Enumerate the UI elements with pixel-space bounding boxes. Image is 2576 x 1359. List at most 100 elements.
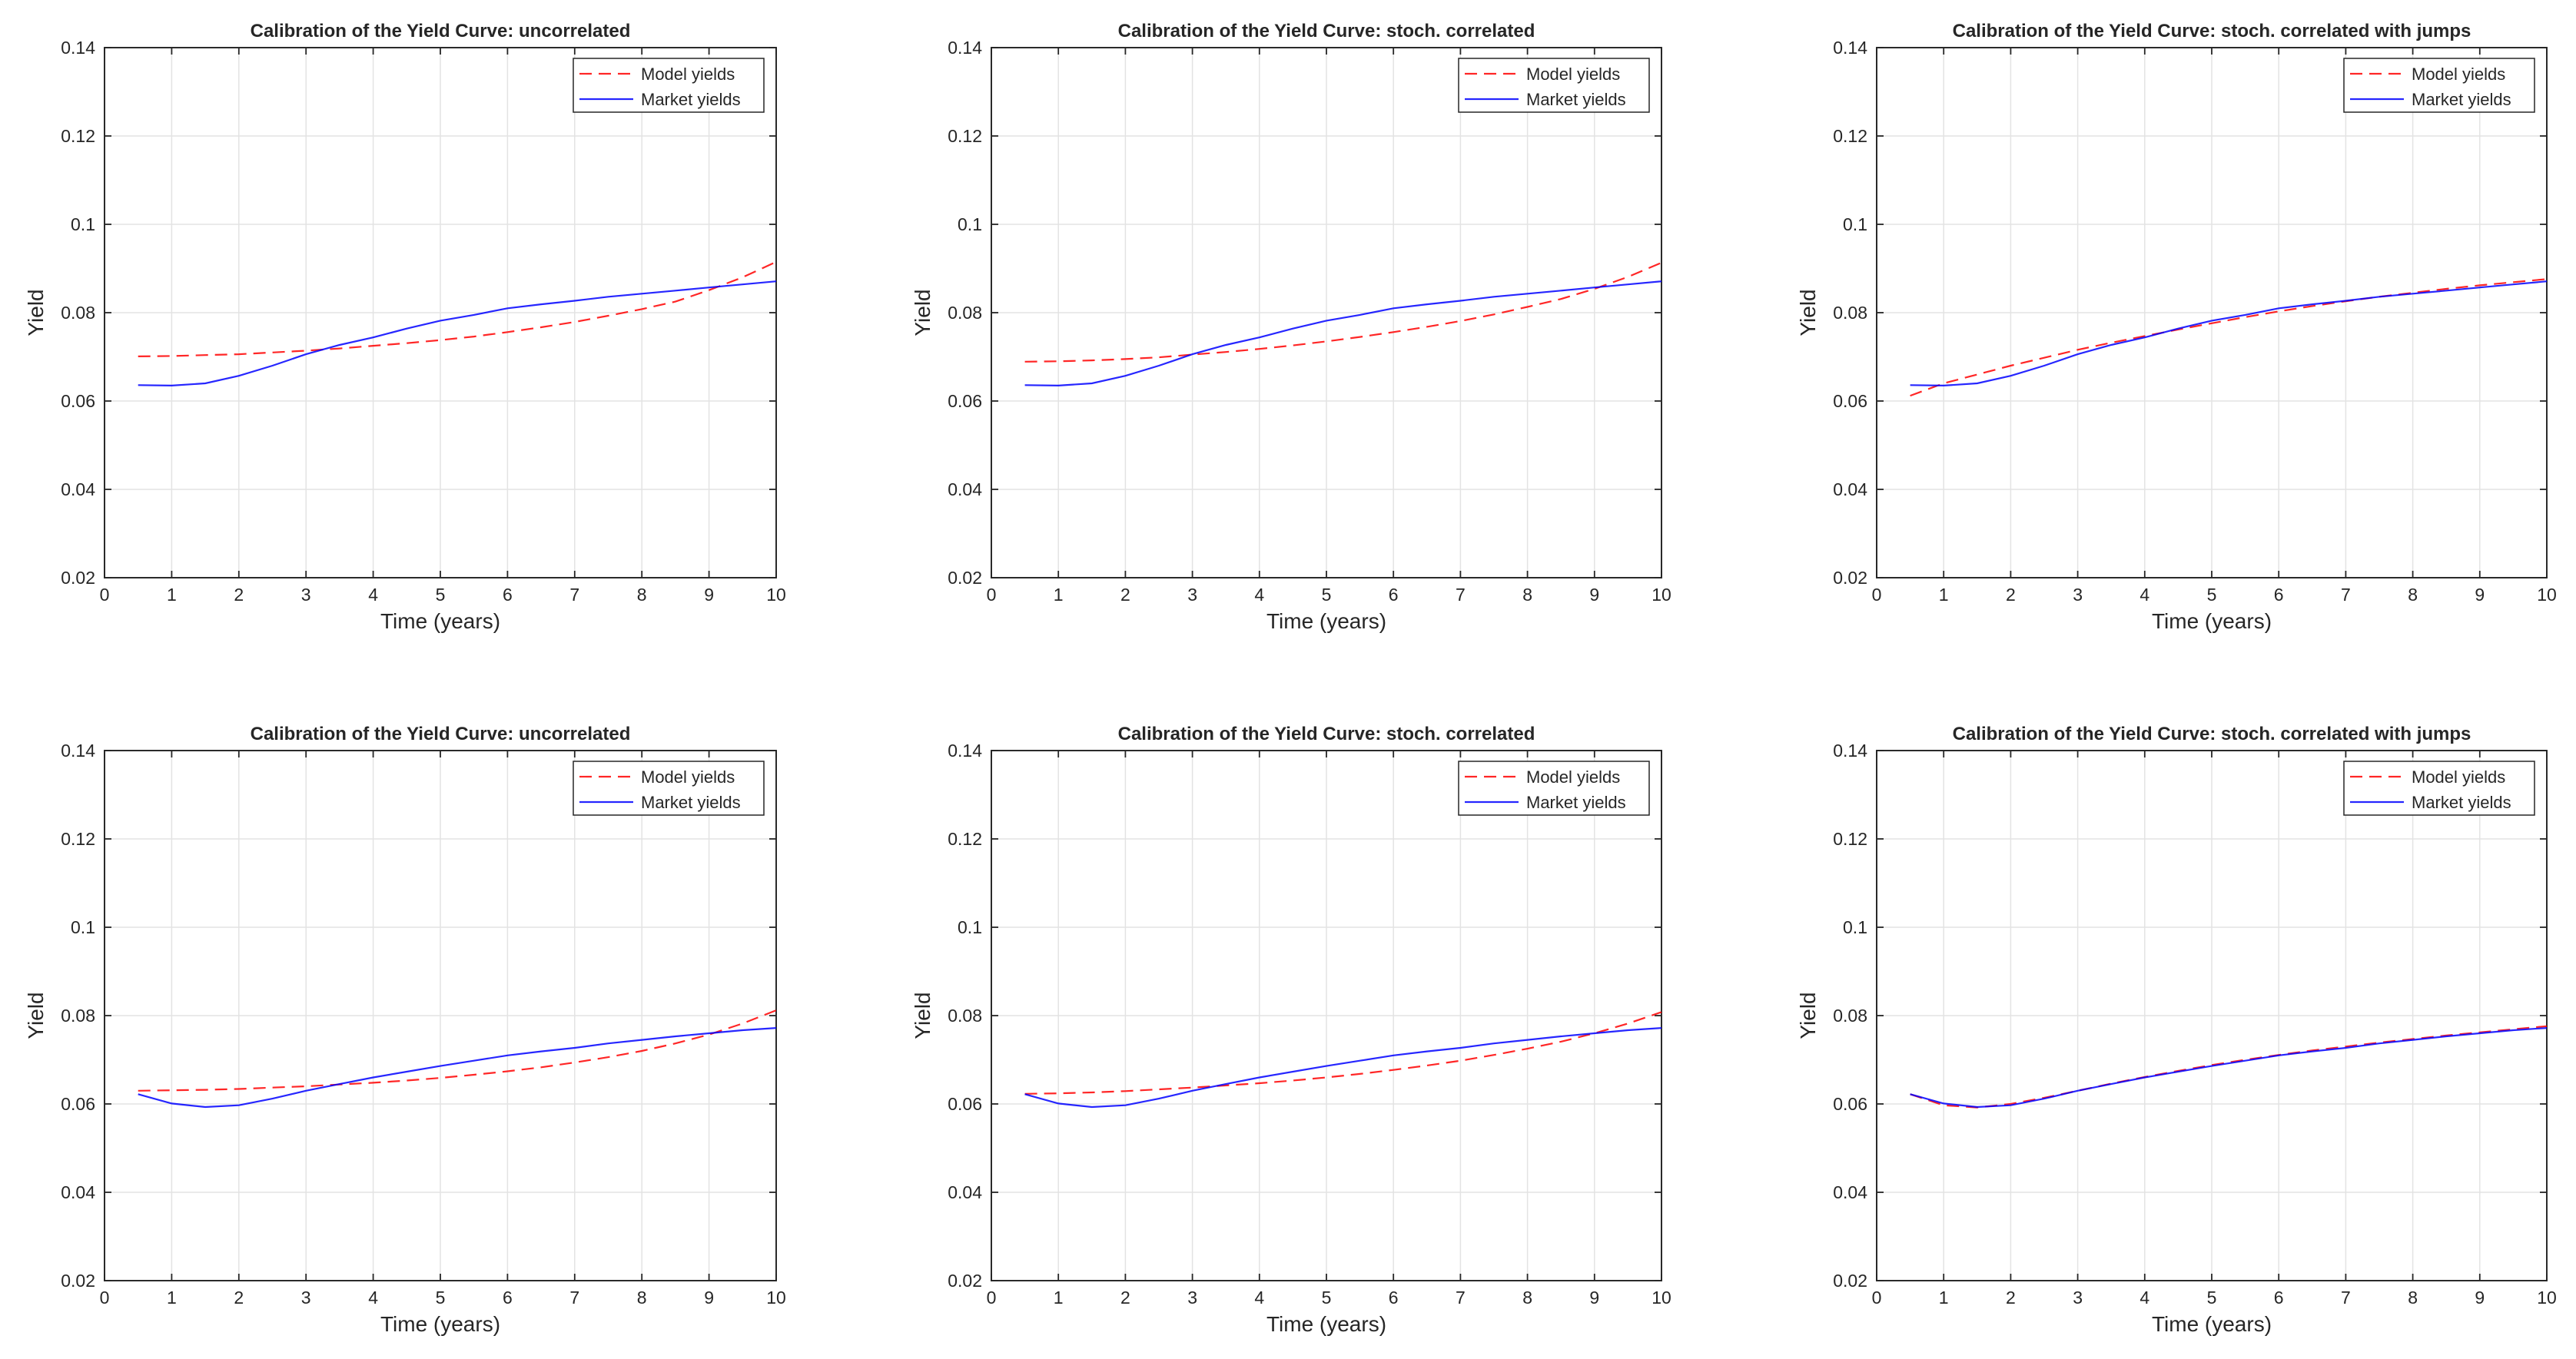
x-tick-label: 2 [234, 1288, 244, 1308]
y-tick-label: 0.08 [61, 303, 95, 323]
x-tick-label: 0 [100, 1288, 110, 1308]
x-tick-label: 10 [1651, 1288, 1671, 1308]
y-tick-label: 0.1 [71, 214, 95, 234]
y-axis-label: Yield [24, 992, 48, 1039]
x-tick-label: 10 [2537, 1288, 2557, 1308]
chart-title: Calibration of the Yield Curve: stoch. c… [1953, 21, 2471, 41]
y-axis-label: Yield [911, 992, 934, 1039]
x-tick-label: 5 [436, 585, 446, 605]
y-tick-label: 0.14 [61, 741, 95, 761]
x-tick-label: 8 [1522, 585, 1532, 605]
axes-frame [991, 47, 1662, 578]
y-tick-label: 0.14 [948, 741, 982, 761]
y-tick-label: 0.14 [61, 38, 95, 58]
legend-entry: Market yields [1526, 793, 1626, 812]
subplot-1: 0 1 2 3 4 5 6 7 8 9 10 0.02 0.04 0.06 0.08 0.1 0.12 0.14 C… [24, 21, 786, 633]
y-tick-label: 0.02 [1833, 1271, 1867, 1291]
y-tick-label: 0.04 [61, 1182, 95, 1202]
y-tick-label: 0.14 [1833, 38, 1867, 58]
y-tick-label: 0.04 [1833, 479, 1867, 499]
chart-title: Calibration of the Yield Curve: uncorrel… [251, 21, 631, 41]
legend-entry: Market yields [2412, 793, 2511, 812]
x-axis-label: Time (years) [1266, 609, 1386, 633]
x-tick-label: 1 [167, 1288, 177, 1308]
x-tick-label: 9 [2475, 585, 2485, 605]
subplot-3: 0 1 2 3 4 5 6 7 8 9 10 0.02 0.04 0.06 0.08 0.1 0.12 0.14 C… [1796, 21, 2557, 633]
axes-frame [104, 750, 777, 1281]
y-tick-label: 0.06 [948, 1094, 982, 1114]
market-yields-line [138, 280, 777, 387]
x-tick-label: 0 [1872, 1288, 1882, 1308]
chart-title: Calibration of the Yield Curve: stoch. c… [1118, 21, 1535, 41]
x-tick-label: 4 [368, 585, 378, 605]
legend: Model yields Market yields [1458, 58, 1650, 113]
x-tick-label: 9 [2475, 1288, 2485, 1308]
x-tick-label: 8 [637, 1288, 647, 1308]
x-axis-label: Time (years) [380, 1312, 500, 1336]
x-tick-label: 4 [2139, 1288, 2149, 1308]
x-tick-label: 4 [2139, 585, 2149, 605]
x-tick-label: 8 [637, 585, 647, 605]
legend: Model yields Market yields [2343, 761, 2535, 816]
legend-box [2343, 761, 2535, 816]
x-tick-label: 4 [1254, 585, 1264, 605]
chart-title: Calibration of the Yield Curve: stoch. c… [1118, 724, 1535, 744]
legend-entry: Model yields [2412, 65, 2505, 84]
x-tick-label: 6 [2274, 1288, 2284, 1308]
y-tick-label: 0.06 [1833, 391, 1867, 411]
legend-entry: Model yields [1526, 65, 1620, 84]
y-tick-label: 0.02 [61, 568, 95, 588]
market-yields-line [138, 1027, 777, 1109]
x-tick-label: 3 [1187, 585, 1197, 605]
subplot-2: 0 1 2 3 4 5 6 7 8 9 10 0.02 0.04 0.06 0.08 0.1 0.12 0.14 C… [911, 21, 1671, 633]
model-yields-line [1024, 261, 1662, 363]
x-tick-label: 1 [1939, 585, 1949, 605]
x-tick-label: 0 [987, 585, 997, 605]
legend-box [1458, 761, 1650, 816]
y-tick-label: 0.14 [1833, 741, 1867, 761]
y-tick-label: 0.08 [1833, 1006, 1867, 1026]
axes-frame [1876, 47, 2548, 578]
x-tick-label: 0 [1872, 585, 1882, 605]
axes-frame [991, 750, 1662, 1281]
legend-box [1458, 58, 1650, 113]
x-tick-label: 7 [1456, 585, 1466, 605]
x-tick-label: 3 [1187, 1288, 1197, 1308]
y-tick-label: 0.1 [1843, 214, 1867, 234]
legend-entry: Model yields [2412, 767, 2505, 787]
legend-box [573, 761, 765, 816]
model-yields-line [1024, 1011, 1662, 1095]
y-tick-label: 0.02 [1833, 568, 1867, 588]
x-tick-label: 0 [100, 585, 110, 605]
x-tick-label: 3 [301, 585, 311, 605]
x-tick-label: 8 [2408, 585, 2418, 605]
y-tick-label: 0.02 [61, 1271, 95, 1291]
x-tick-label: 8 [1522, 1288, 1532, 1308]
x-tick-label: 2 [2006, 1288, 2016, 1308]
y-axis-label: Yield [1796, 992, 1820, 1039]
x-tick-label: 5 [436, 1288, 446, 1308]
legend: Model yields Market yields [2343, 58, 2535, 113]
y-tick-label: 0.12 [1833, 829, 1867, 849]
y-tick-label: 0.06 [1833, 1094, 1867, 1114]
y-tick-label: 0.06 [61, 391, 95, 411]
y-tick-label: 0.04 [948, 1182, 982, 1202]
y-tick-label: 0.14 [948, 38, 982, 58]
y-tick-label: 0.12 [61, 829, 95, 849]
x-tick-label: 1 [1939, 1288, 1949, 1308]
axes-frame [104, 47, 777, 578]
x-tick-label: 5 [2207, 1288, 2217, 1308]
y-tick-label: 0.12 [61, 126, 95, 146]
x-tick-label: 10 [1651, 585, 1671, 605]
x-tick-label: 2 [234, 585, 244, 605]
y-tick-label: 0.02 [948, 568, 982, 588]
y-tick-label: 0.04 [61, 479, 95, 499]
market-yields-line [1024, 280, 1662, 387]
x-axis-label: Time (years) [2152, 1312, 2272, 1336]
x-tick-label: 6 [1389, 1288, 1399, 1308]
x-axis-label: Time (years) [1266, 1312, 1386, 1336]
x-tick-label: 9 [1589, 585, 1599, 605]
x-axis-label: Time (years) [380, 609, 500, 633]
y-tick-label: 0.12 [948, 829, 982, 849]
